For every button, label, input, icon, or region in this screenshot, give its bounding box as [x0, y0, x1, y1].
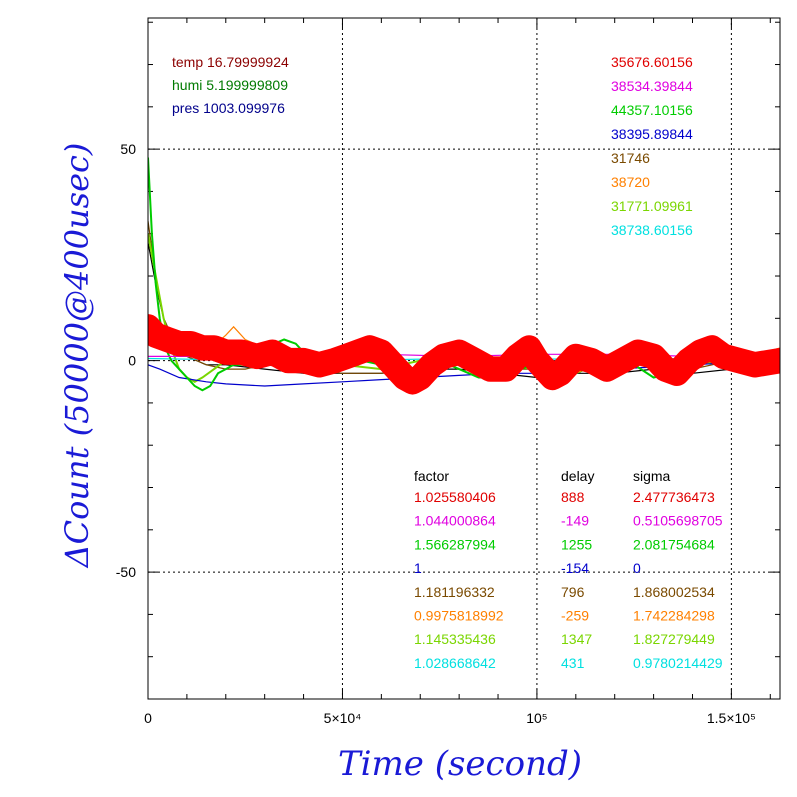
table-cell-sigma: 1.742284298 — [633, 608, 715, 624]
mean-value: 38395.89844 — [611, 126, 693, 142]
table-cell-delay: 1347 — [561, 631, 592, 647]
mean-value: 38738.60156 — [611, 222, 693, 238]
x-tick-label: 1.5×10⁵ — [707, 710, 756, 726]
table-cell-factor: 1.044000864 — [414, 513, 496, 529]
table-cell-delay: -154 — [561, 560, 589, 576]
table-cell-sigma: 2.081754684 — [633, 536, 715, 552]
env-legend: temp 16.79999924 humi 5.199999809 pres 100… — [172, 54, 289, 116]
mean-value: 31746 — [611, 150, 650, 166]
x-tick-label: 0 — [144, 710, 152, 726]
table-cell-factor: 1.028668642 — [414, 655, 496, 671]
env-entry: temp 16.79999924 — [172, 54, 289, 70]
x-tick-label: 5×10⁴ — [324, 710, 362, 726]
table-cell-sigma: 0.5105698705 — [633, 513, 723, 529]
table-header-factor: factor — [414, 468, 449, 484]
table-cell-factor: 0.9975818992 — [414, 608, 504, 624]
table-cell-factor: 1 — [414, 560, 422, 576]
plot-frame — [147, 17, 781, 700]
table-cell-sigma: 2.477736473 — [633, 489, 715, 505]
table-header-sigma: sigma — [633, 468, 671, 484]
table-cell-factor: 1.181196332 — [414, 584, 495, 600]
y-tick-label: 0 — [128, 353, 136, 369]
y-tick-label: -50 — [116, 564, 136, 580]
series-line-8 — [148, 326, 780, 383]
x-axis-title: Time (second) — [338, 744, 582, 784]
table-cell-factor: 1.566287994 — [414, 536, 496, 552]
table-cell-delay: 888 — [561, 489, 585, 505]
table-cell-delay: 431 — [561, 655, 585, 671]
mean-value: 44357.10156 — [611, 102, 693, 118]
y-tick-label: 50 — [120, 141, 136, 157]
mean-value: 35676.60156 — [611, 54, 693, 70]
table-cell-delay: -149 — [561, 513, 589, 529]
table-header-delay: delay — [561, 468, 594, 484]
table-cell-delay: 1255 — [561, 536, 592, 552]
table-cell-sigma: 0.9780214429 — [633, 655, 723, 671]
tick-labels: 0 5×10⁴ 10⁵ 1.5×10⁵ 50 0 -50 — [116, 141, 756, 726]
series-group — [148, 157, 780, 395]
mean-value: 38534.39844 — [611, 78, 693, 94]
table-cell-factor: 1.025580406 — [414, 489, 496, 505]
table-cell-sigma: 1.868002534 — [633, 584, 715, 600]
table-cell-delay: 796 — [561, 584, 585, 600]
table-cell-delay: -259 — [561, 608, 589, 624]
y-axis-title: ΔCount (50000@400usec) — [58, 143, 96, 570]
mean-value: 31771.09961 — [611, 198, 693, 214]
mean-value: 38720 — [611, 174, 650, 190]
x-tick-label: 10⁵ — [526, 710, 547, 726]
table-cell-factor: 1.145335436 — [414, 631, 496, 647]
env-entry: pres 1003.099976 — [172, 100, 285, 116]
stats-table: factor delay sigma 1.025580406 888 2.47773647… — [414, 468, 723, 671]
table-cell-sigma: 0 — [633, 560, 641, 576]
table-cell-sigma: 1.827279449 — [633, 631, 715, 647]
means-legend: 35676.60156 38534.39844 44357.10156 38395.8… — [611, 54, 693, 238]
env-entry: humi 5.199999809 — [172, 77, 288, 93]
